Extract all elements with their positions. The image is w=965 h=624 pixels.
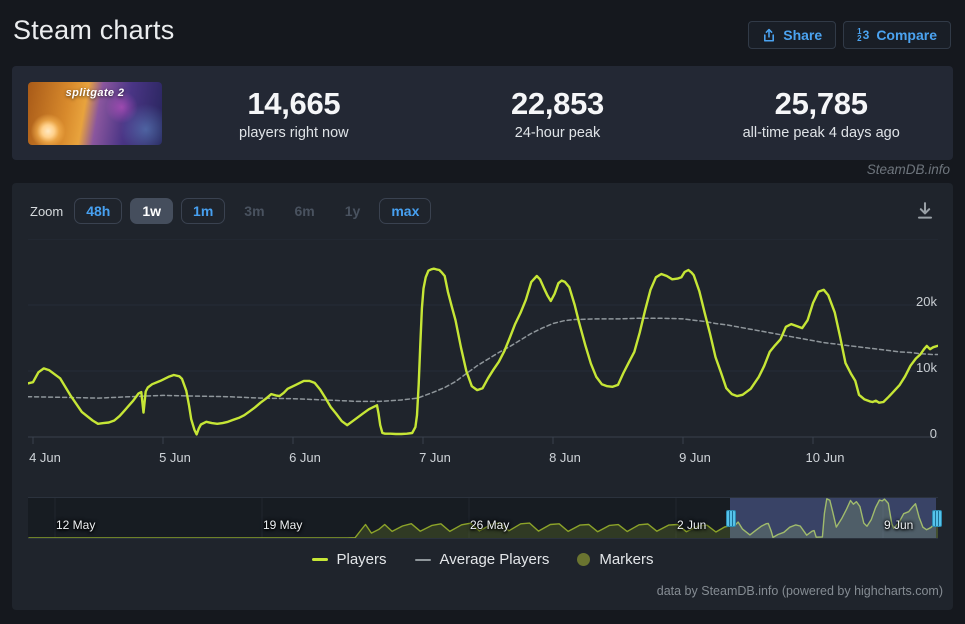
y-axis-label-0: 0 [929,426,937,441]
stat-item-1: 22,853 24-hour peak [426,86,690,141]
stat-value: 22,853 [510,85,605,121]
chart-legend: Players Average Players Markers [12,551,953,568]
navigator-label-2-Jun: 2 Jun [677,518,707,532]
stat-item-0: 14,665 players right now [162,86,426,141]
legend-line-icon [311,558,328,561]
navigator-label-19-May: 19 May [263,518,303,532]
game-logo-text: splitgate 2 [65,86,125,99]
stat-item-2: 25,785 all-time peak 4 days ago [689,86,953,141]
zoom-buttons: 48h 1w 1m 3m 6m 1y max [74,198,432,224]
stats-panel: splitgate 2 14,665 players right now 22,85… [12,66,953,160]
navigator-unselected-overlay [28,498,730,538]
y-axis-label-20k: 20k [916,294,937,309]
legend-item-label: Players [336,551,387,568]
zoom-button-3m: 3m [233,198,275,224]
x-axis-label-4-Jun: 4 Jun [29,450,61,465]
game-capsule-image[interactable]: splitgate 2 [28,81,162,145]
share-button-label: Share [783,27,823,43]
zoom-label: Zoom [30,203,64,219]
zoom-button-1w[interactable]: 1w [130,198,174,224]
zoom-button-48h[interactable]: 48h [74,198,123,224]
x-axis-label-7-Jun: 7 Jun [419,450,451,465]
stats-list: 14,665 players right now 22,853 24-hour pea… [162,86,953,141]
zoom-button-1m[interactable]: 1m [181,198,226,224]
chart-credits: data by SteamDB.info (powered by highcha… [656,584,943,598]
compare-button-label: Compare [876,27,937,43]
zoom-button-1y: 1y [334,198,372,224]
download-chart-button[interactable] [913,199,937,223]
legend-item-markers[interactable]: Markers [577,551,654,568]
x-axis-label-8-Jun: 8 Jun [549,450,581,465]
page-title: Steam charts [13,15,175,45]
share-button[interactable]: Share [748,21,837,49]
legend-item-label: Markers [599,551,654,568]
navigator-label-9-Jun: 9 Jun [884,518,914,532]
stat-label: all-time peak 4 days ago [742,124,900,141]
stat-value: 25,785 [774,85,868,121]
legend-item-players[interactable]: Players [311,551,387,568]
players-chart-plot[interactable] [28,239,938,447]
steamdb-watermark: SteamDB.info [866,162,950,177]
navigator-label-26-May: 26 May [470,518,510,532]
x-axis-label-6-Jun: 6 Jun [289,450,321,465]
legend-item-label: Average Players [439,551,550,568]
x-axis-label-9-Jun: 9 Jun [679,450,711,465]
stat-value: 14,665 [247,85,341,121]
navigator-left-handle[interactable] [726,510,736,527]
legend-item-average-players[interactable]: Average Players [414,551,550,568]
zoom-button-6m: 6m [284,198,326,224]
navigator-selection[interactable] [730,498,936,538]
stat-label: players right now [239,124,349,141]
x-axis-label-5-Jun: 5 Jun [159,450,191,465]
navigator-label-12-May: 12 May [56,518,96,532]
legend-line-icon [414,558,431,561]
zoom-toolbar: Zoom 48h 1w 1m 3m 6m 1y max [30,198,432,224]
chart-panel: Zoom 48h 1w 1m 3m 6m 1y max 0 10k 20k 4 Jun 5 Jun… [12,183,953,610]
navigator-right-handle[interactable] [932,510,942,527]
y-axis-label-10k: 10k [916,360,937,375]
navigator [28,497,939,539]
x-axis-label-10-Jun: 10 Jun [805,450,845,465]
stat-label: 24-hour peak [514,124,601,141]
legend-marker-icon [577,553,591,566]
share-icon [762,28,776,43]
navigator-plot [28,498,939,539]
zoom-button-max[interactable]: max [379,198,432,224]
